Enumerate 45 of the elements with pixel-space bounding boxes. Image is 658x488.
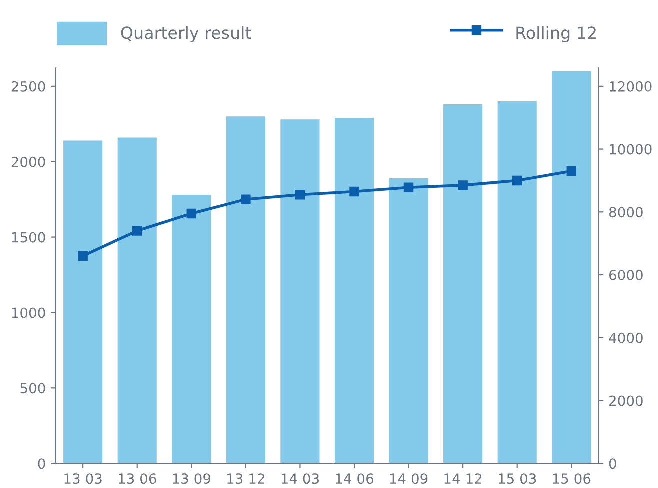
x-tick-label: 14 09 [390, 474, 428, 484]
bar [280, 120, 320, 464]
point [78, 251, 88, 262]
bar [172, 195, 212, 464]
point [132, 226, 142, 236]
bar [334, 118, 374, 464]
y2-tick-label: 10000 [610, 144, 652, 155]
y2-tick-label: 12000 [610, 81, 652, 92]
point [566, 166, 576, 176]
x-tick-label: 15 03 [498, 474, 536, 484]
bar [552, 71, 592, 464]
point [186, 208, 197, 219]
bar [498, 102, 537, 464]
y-tick-label: 1500 [12, 232, 46, 243]
point [241, 194, 251, 204]
y-tick-label: 500 [20, 383, 46, 394]
x-tick-label: 13 03 [64, 474, 102, 484]
point [512, 176, 522, 186]
y-tick-label: 0 [38, 458, 46, 470]
bar [118, 138, 157, 464]
y-tick-label: 2500 [12, 81, 46, 92]
x-tick-label: 14 12 [444, 474, 482, 484]
x-tick-label: 14 03 [282, 474, 319, 484]
y2-tick-label: 0 [609, 458, 616, 470]
point [458, 180, 468, 190]
legend-label: Quarterly result [121, 26, 252, 42]
x-tick-label: 13 09 [173, 474, 211, 484]
point [404, 182, 414, 192]
bar [226, 116, 266, 464]
bar [64, 140, 103, 464]
x-tick-label: 14 06 [336, 474, 374, 484]
y-tick-label: 1000 [12, 308, 46, 318]
y2-tick-label: 4000 [609, 332, 643, 344]
x-tick-label: 15 06 [553, 474, 591, 484]
y2-tick-label: 6000 [609, 270, 643, 280]
y2-tick-label: 2000 [610, 396, 643, 406]
point [295, 190, 306, 200]
bar [444, 104, 483, 464]
y2-tick-label: 8000 [609, 207, 643, 218]
x-tick-label: 13 12 [228, 474, 264, 484]
legend-label: Rolling 12 [516, 26, 596, 42]
x-tick-label: 13 06 [119, 474, 156, 484]
point [350, 186, 360, 197]
bar [389, 178, 428, 464]
y-tick-label: 2000 [12, 156, 46, 168]
